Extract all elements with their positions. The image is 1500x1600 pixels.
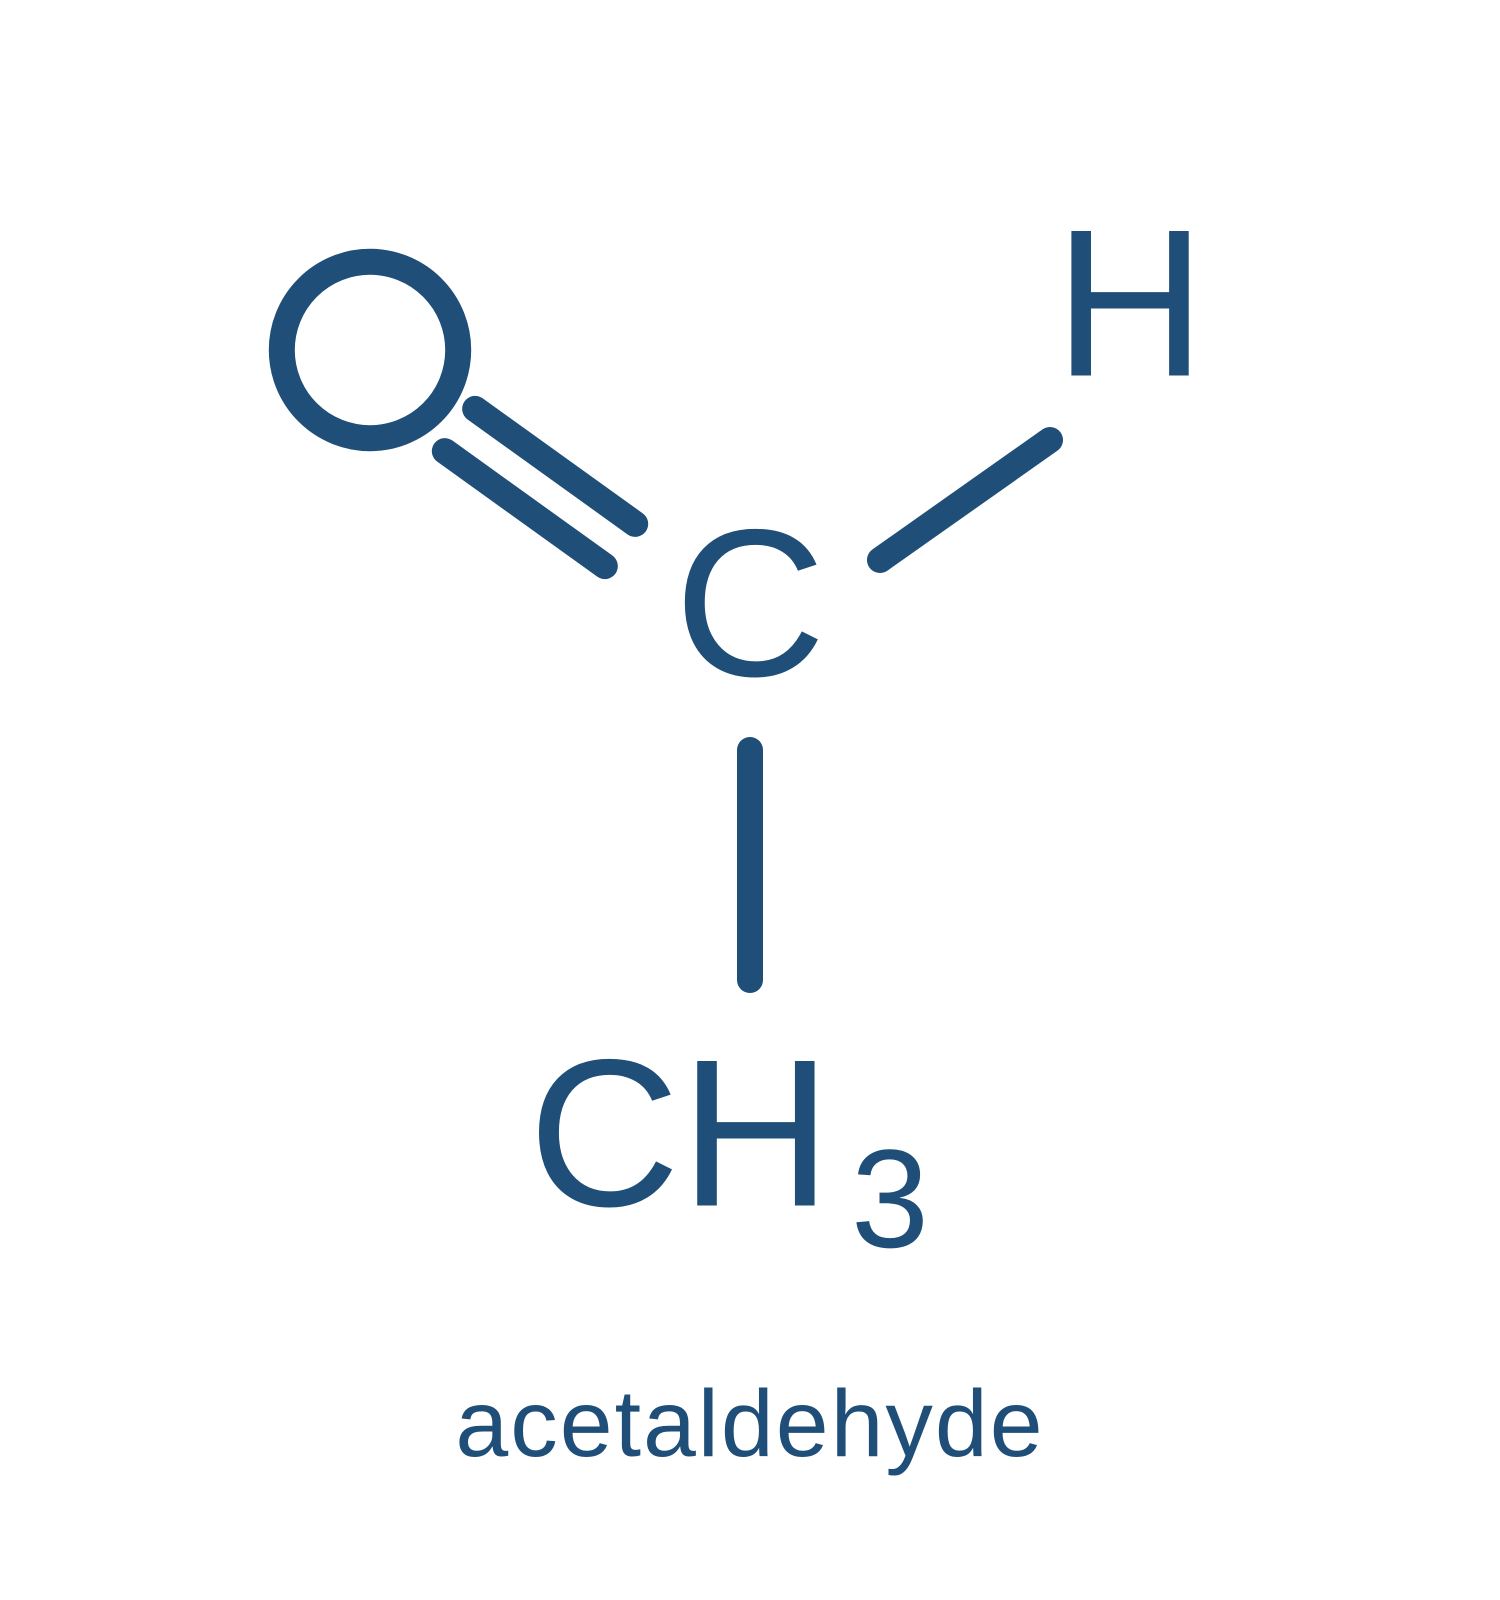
svg-text:H: H bbox=[1054, 185, 1206, 420]
molecule-svg: HC CH3 bbox=[0, 0, 1500, 1600]
svg-text:3: 3 bbox=[851, 1120, 929, 1277]
svg-text:CH: CH bbox=[528, 1015, 831, 1250]
molecule-name-label: acetaldehyde bbox=[0, 1370, 1500, 1479]
svg-text:C: C bbox=[674, 485, 826, 720]
molecule-diagram: HC CH3 acetaldehyde bbox=[0, 0, 1500, 1600]
